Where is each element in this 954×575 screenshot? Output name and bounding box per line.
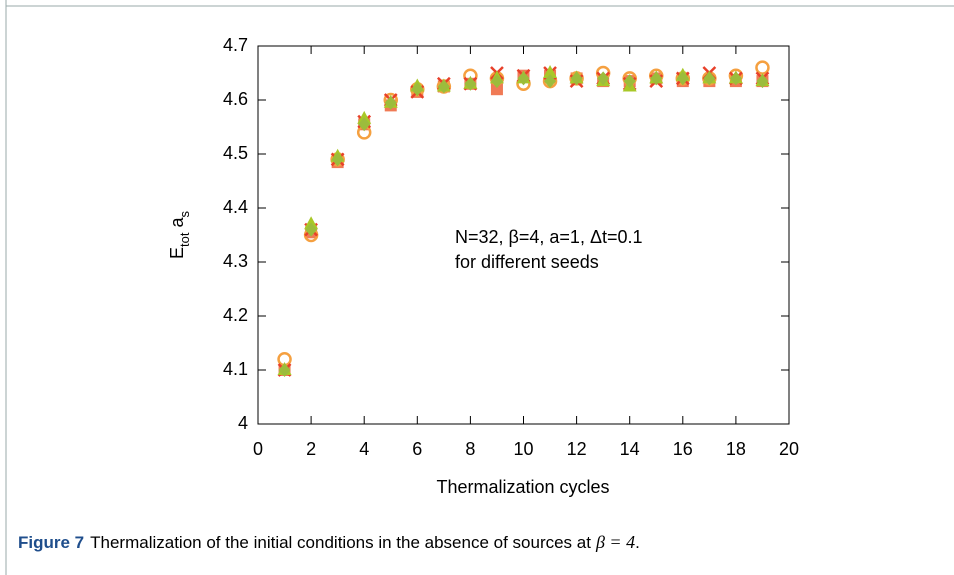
caption-math: β = 4 — [595, 532, 635, 552]
point — [703, 71, 716, 86]
x-tick-label: 20 — [779, 439, 799, 459]
annotation: N=32, β=4, a=1, Δt=0.1 — [455, 227, 643, 247]
x-tick-label: 8 — [465, 439, 475, 459]
point — [597, 71, 610, 86]
y-axis-label-part: E — [167, 247, 187, 259]
point — [544, 74, 557, 89]
point — [756, 74, 769, 89]
point — [437, 79, 450, 94]
point — [464, 76, 477, 91]
caption-end: . — [635, 533, 640, 552]
y-tick-label: 4.4 — [223, 197, 248, 217]
x-tick-label: 10 — [513, 439, 533, 459]
y-tick-label: 4.7 — [223, 35, 248, 55]
point — [623, 74, 636, 89]
point — [490, 74, 503, 89]
x-tick-label: 0 — [253, 439, 263, 459]
y-tick-label: 4 — [238, 413, 248, 433]
point — [278, 363, 291, 377]
point — [411, 82, 424, 97]
x-tick-label: 16 — [673, 439, 693, 459]
point — [729, 71, 742, 86]
point — [358, 117, 371, 132]
y-axis-label-part: tot — [177, 232, 192, 247]
x-tick-label: 12 — [567, 439, 587, 459]
caption: Figure 7 Thermalization of the initial co… — [18, 532, 640, 552]
x-tick-label: 4 — [359, 439, 369, 459]
y-tick-label: 4.3 — [223, 251, 248, 271]
point — [570, 71, 583, 86]
point — [676, 71, 689, 86]
y-axis-label-part: a — [167, 217, 187, 233]
point — [517, 71, 530, 86]
y-tick-label: 4.2 — [223, 305, 248, 325]
annotation: for different seeds — [455, 252, 599, 272]
x-tick-label: 14 — [620, 439, 640, 459]
y-tick-label: 4.1 — [223, 359, 248, 379]
point — [305, 222, 318, 237]
y-axis-label-part: s — [177, 211, 192, 218]
x-axis-label: Thermalization cycles — [436, 477, 609, 497]
x-tick-label: 6 — [412, 439, 422, 459]
y-axis-label: Etot as — [167, 211, 192, 260]
point — [490, 83, 503, 96]
point — [331, 152, 344, 167]
point — [543, 65, 558, 78]
caption-text: Thermalization of the initial conditions… — [90, 533, 591, 552]
x-tick-label: 2 — [306, 439, 316, 459]
point — [650, 71, 663, 86]
x-tick-label: 18 — [726, 439, 746, 459]
point — [755, 60, 770, 75]
caption-label: Figure 7 — [18, 533, 84, 552]
y-tick-label: 4.6 — [223, 89, 248, 109]
point — [384, 95, 397, 110]
y-tick-label: 4.5 — [223, 143, 248, 163]
